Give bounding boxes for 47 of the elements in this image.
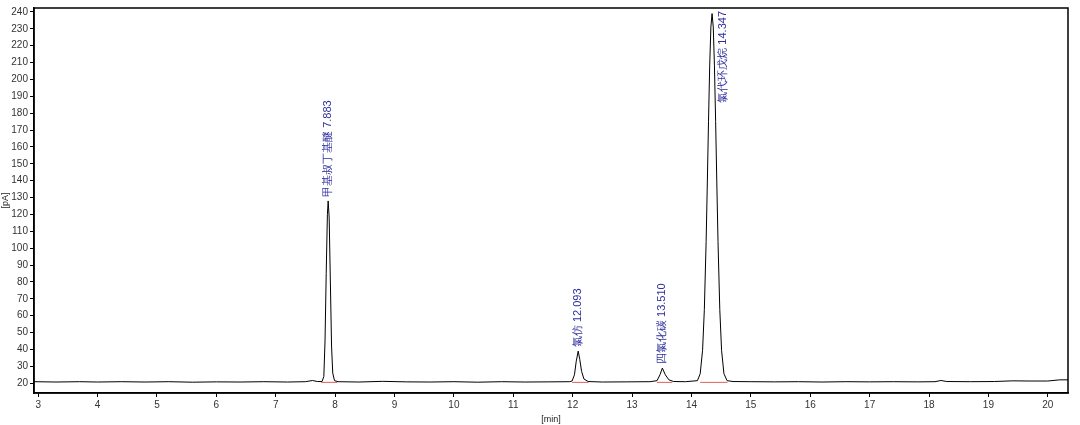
x-tick-label: 10 xyxy=(448,398,460,410)
y-tick-label: 230 xyxy=(11,22,29,34)
y-tick-label: 240 xyxy=(11,5,29,17)
x-tick-label: 4 xyxy=(94,398,101,410)
x-tick-label: 11 xyxy=(508,398,519,410)
y-tick-label: 200 xyxy=(11,73,29,85)
y-tick-label: 210 xyxy=(11,56,29,68)
y-tick-label: 110 xyxy=(12,225,29,237)
y-tick-label: 70 xyxy=(16,292,29,304)
y-tick-label: 100 xyxy=(11,241,29,253)
y-tick-label: 180 xyxy=(11,106,29,118)
x-tick-label: 17 xyxy=(864,398,876,410)
annotation: 氯代环戊烷 14.347 xyxy=(716,11,729,103)
annotation: 甲基叔丁基醚 7.883 xyxy=(321,100,334,197)
y-tick-label: 20 xyxy=(16,376,29,388)
x-tick-label: 7 xyxy=(272,398,279,410)
x-tick-label: 13 xyxy=(626,398,639,410)
y-tick-label: 40 xyxy=(16,343,29,355)
x-tick-label: 12 xyxy=(567,398,579,410)
x-tick-label: 6 xyxy=(213,398,220,410)
annotation: 氯仿 12.093 xyxy=(571,288,584,348)
y-tick-label: 170 xyxy=(11,123,29,135)
x-tick-label: 15 xyxy=(745,398,757,410)
y-tick-label: 120 xyxy=(11,208,29,220)
x-tick-label: 14 xyxy=(685,398,698,410)
x-tick-label: 20 xyxy=(1042,398,1054,410)
y-tick-label: 50 xyxy=(16,326,29,338)
y-tick-label: 90 xyxy=(16,258,29,270)
y-tick-label: 80 xyxy=(16,275,29,287)
y-tick-label: 60 xyxy=(16,309,29,321)
x-tick-label: 9 xyxy=(391,398,398,410)
y-tick-label: 220 xyxy=(11,39,29,51)
x-tick-label: 5 xyxy=(154,398,161,410)
y-axis-title: [pA] xyxy=(0,192,10,209)
x-tick-label: 16 xyxy=(804,398,817,410)
x-axis-title: [min] xyxy=(541,414,561,425)
y-tick-label: 160 xyxy=(11,140,29,152)
x-tick-label: 8 xyxy=(332,398,339,410)
y-tick-label: 30 xyxy=(16,360,29,372)
x-tick-label: 19 xyxy=(982,398,995,410)
y-tick-label: 130 xyxy=(11,191,29,203)
x-tick-label: 18 xyxy=(923,398,936,410)
y-tick-label: 140 xyxy=(11,174,29,186)
annotation: 四氯化碳 13.510 xyxy=(655,283,668,365)
y-tick-label: 150 xyxy=(11,157,29,169)
x-tick-label: 3 xyxy=(35,398,42,410)
y-tick-label: 190 xyxy=(11,90,29,102)
